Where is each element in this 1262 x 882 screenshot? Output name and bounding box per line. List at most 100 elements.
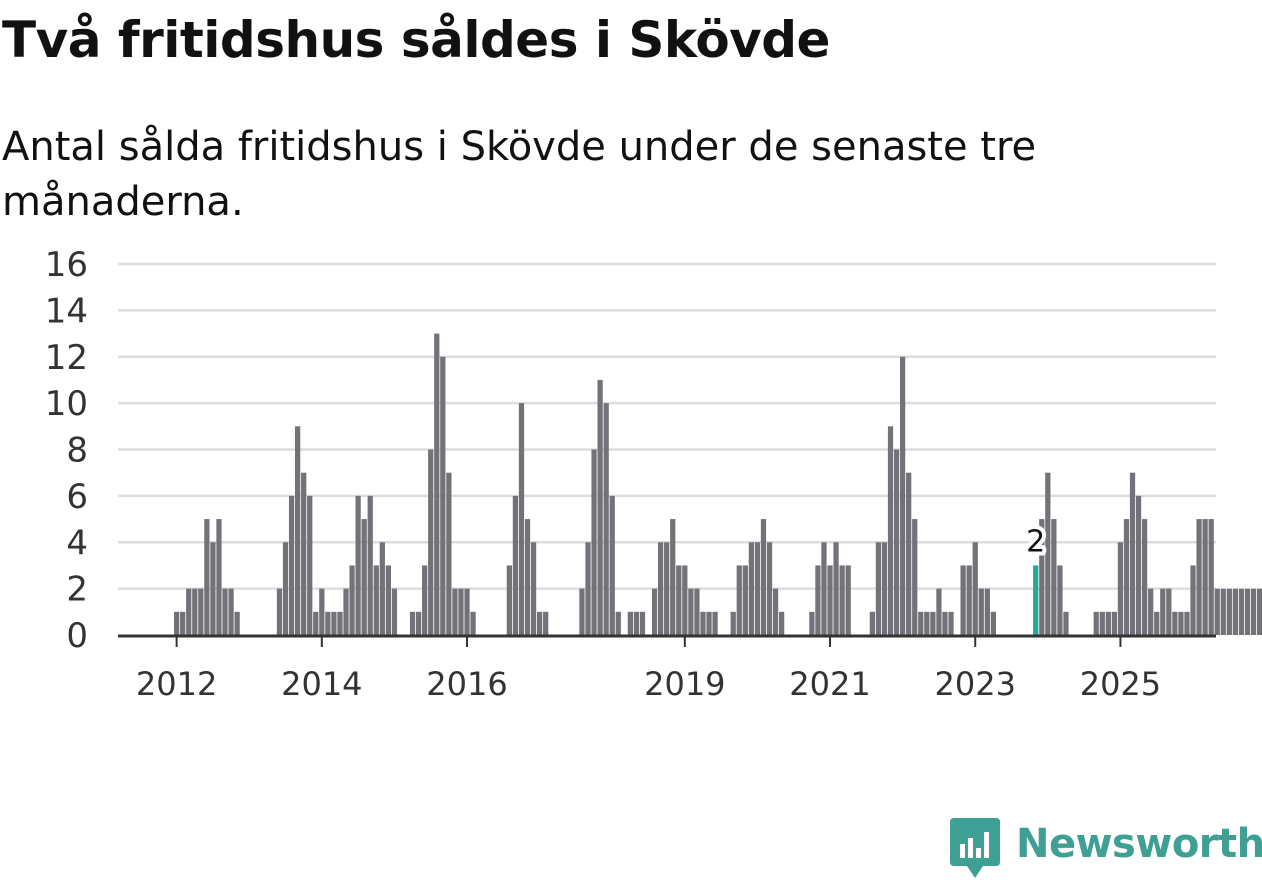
bar [458, 588, 464, 636]
bar [978, 588, 984, 636]
x-tick-label: 2016 [426, 665, 507, 703]
y-tick-label: 14 [45, 291, 88, 331]
y-tick-label: 2 [66, 570, 88, 610]
bar [651, 588, 658, 636]
bar [288, 495, 295, 636]
chart-subtitle: Antal sålda fritidshus i Skövde under de… [2, 124, 1037, 225]
bar-chart-speech-bubble-icon [950, 818, 1000, 878]
bar [615, 611, 621, 635]
bar [307, 495, 313, 636]
bar [754, 542, 761, 635]
bar [821, 542, 827, 635]
bar [1250, 588, 1257, 636]
bar [972, 542, 978, 635]
y-tick-label: 4 [66, 523, 88, 563]
bar [337, 611, 343, 635]
bar [198, 588, 204, 636]
bar [869, 611, 875, 635]
bar [839, 565, 845, 635]
bar [192, 588, 198, 636]
bar [906, 472, 912, 635]
bar [670, 519, 676, 635]
bar [422, 565, 428, 635]
bar [343, 588, 349, 636]
bar [1214, 588, 1220, 636]
bar [1045, 472, 1051, 635]
bar [331, 611, 337, 635]
bar [1238, 588, 1245, 636]
bar [1244, 588, 1251, 636]
bar [845, 565, 851, 635]
data-labels: 2 [1022, 520, 1049, 563]
bar [1178, 611, 1184, 635]
bar [712, 611, 718, 635]
bar [900, 356, 906, 635]
bar [216, 519, 222, 635]
bar [301, 472, 307, 635]
gridlines [118, 262, 1216, 590]
bar [428, 449, 434, 635]
bar [530, 542, 537, 635]
bar [1123, 519, 1130, 635]
bar [1166, 588, 1172, 636]
y-axis-ticks: 0 2 4 6 8 10 12 14 16 [45, 245, 88, 656]
bar [1129, 472, 1136, 635]
bar [446, 472, 452, 635]
bar [585, 542, 591, 635]
bar [361, 519, 367, 635]
bar [893, 449, 900, 635]
bar [319, 588, 325, 636]
bar [452, 588, 458, 636]
y-tick-label: 6 [66, 477, 88, 517]
bar [936, 588, 942, 636]
bar [174, 611, 180, 635]
bars [174, 333, 1262, 636]
bar [942, 611, 948, 635]
x-tick-label: 2021 [789, 665, 870, 703]
bar [1190, 565, 1196, 635]
bar [228, 588, 234, 636]
bar [313, 611, 319, 635]
bar [609, 495, 615, 636]
bar [180, 611, 186, 635]
y-tick-label: 12 [45, 338, 88, 378]
bar [379, 542, 385, 635]
bar [537, 611, 543, 635]
bar [924, 611, 930, 635]
bar [234, 611, 240, 635]
bar [984, 588, 990, 636]
bar [349, 565, 355, 635]
bar [355, 495, 361, 636]
bar [591, 449, 597, 635]
bar [1154, 611, 1160, 635]
bar [524, 519, 531, 635]
bar [416, 611, 422, 635]
bar [210, 542, 216, 635]
data-label: 2 [1026, 524, 1045, 559]
bar [960, 565, 966, 635]
bar [409, 611, 416, 635]
bar [385, 565, 391, 635]
x-tick-label: 2023 [935, 665, 1016, 703]
bar [736, 565, 742, 635]
bar [748, 542, 754, 635]
bar [464, 588, 470, 636]
bar [373, 565, 379, 635]
bar [766, 542, 773, 635]
bar [1226, 588, 1232, 636]
bar [1117, 542, 1124, 635]
bar [990, 611, 996, 635]
bar [186, 588, 192, 636]
y-tick-label: 0 [66, 616, 88, 656]
bar [1039, 519, 1045, 635]
bar [1135, 495, 1142, 636]
brand-name: Newsworthy [1016, 821, 1262, 867]
bar [912, 519, 918, 635]
bar [633, 611, 640, 635]
bar [325, 611, 331, 635]
bar [688, 588, 694, 636]
bar [1232, 588, 1238, 636]
bar [930, 611, 936, 635]
bar [809, 611, 815, 635]
